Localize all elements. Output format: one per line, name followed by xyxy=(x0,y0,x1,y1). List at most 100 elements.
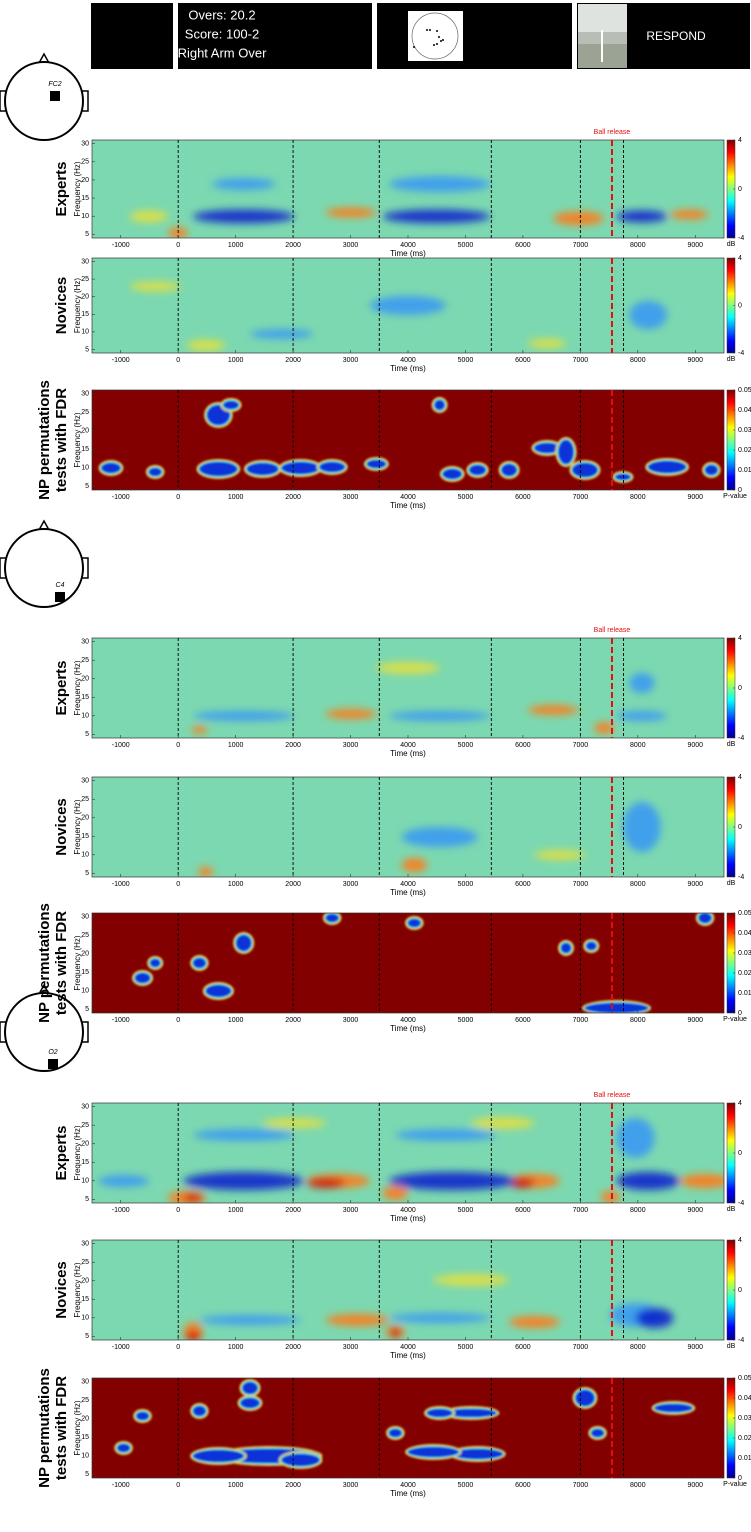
x-tick-label: 0 xyxy=(176,494,180,501)
x-tick-label: 4000 xyxy=(400,494,416,501)
power-blob xyxy=(193,711,295,721)
y-tick-label: 30 xyxy=(81,914,89,921)
y-tick-label: 5 xyxy=(85,1006,89,1013)
power-blob xyxy=(509,1316,560,1328)
x-tick-label: 7000 xyxy=(573,1344,589,1351)
x-tick-label: 1000 xyxy=(228,1017,244,1024)
colorbar-tick-label: 0.02 xyxy=(738,1435,751,1442)
power-blob xyxy=(129,281,181,292)
heatmap-texture xyxy=(92,1103,724,1203)
colorbar-label: P-value xyxy=(723,1016,747,1023)
y-tick-label: 30 xyxy=(81,778,89,785)
y-tick-label: 25 xyxy=(81,657,89,664)
head-outline xyxy=(4,528,84,608)
x-tick-label: 6000 xyxy=(515,1017,531,1024)
x-tick-label: 1000 xyxy=(228,1207,244,1214)
electrode-label: C4 xyxy=(56,582,65,589)
head: C4 xyxy=(0,519,89,608)
power-blob xyxy=(325,1314,390,1326)
x-tick-label: 0 xyxy=(176,1482,180,1489)
row-label: Experts xyxy=(53,660,70,715)
y-tick-label: 20 xyxy=(81,1416,89,1423)
y-tick-label: 30 xyxy=(81,1241,89,1248)
cluster xyxy=(101,463,121,473)
cluster xyxy=(469,465,486,475)
x-tick-label: 5000 xyxy=(458,1482,474,1489)
power-blobs xyxy=(191,662,668,734)
x-tick-label: 6000 xyxy=(515,494,531,501)
y-axis-label: Frequency (Hz) xyxy=(73,278,82,333)
colorbar-tick-label: 0.01 xyxy=(738,990,751,997)
colorbar-label: P-value xyxy=(723,493,747,500)
power-blob xyxy=(635,1308,674,1328)
colorbar-tick-label: -4 xyxy=(738,874,744,881)
significant-clusters xyxy=(131,913,715,1013)
cluster xyxy=(586,942,597,950)
colorbar-tick-label: 0 xyxy=(738,302,742,309)
cluster xyxy=(591,1429,604,1437)
x-tick-label: 9000 xyxy=(687,1017,703,1024)
cluster xyxy=(445,1409,497,1417)
power-blob xyxy=(389,176,491,192)
x-tick-label: 2000 xyxy=(285,742,301,749)
x-tick-label: 7000 xyxy=(573,881,589,888)
head-outline xyxy=(4,61,84,141)
x-tick-label: -1000 xyxy=(112,242,130,249)
x-tick-label: 3000 xyxy=(343,357,359,364)
nose xyxy=(38,983,50,995)
colorbar-tick-label: 0 xyxy=(738,1475,742,1482)
colorbar-tick-label: 0.05 xyxy=(738,910,751,917)
colorbar-tick-label: 0 xyxy=(738,1150,742,1157)
electrode xyxy=(55,592,65,602)
x-tick-label: 5000 xyxy=(458,1207,474,1214)
y-tick-label: 5 xyxy=(85,1471,89,1478)
heatmap-texture xyxy=(92,1240,724,1340)
respond-label: RESPOND xyxy=(646,29,706,43)
cluster xyxy=(654,1404,693,1412)
x-axis-label: Time (ms) xyxy=(390,1024,426,1033)
colorbar-tick-label: 0.04 xyxy=(738,930,751,937)
x-tick-label: 6000 xyxy=(515,1207,531,1214)
colorbar xyxy=(726,1377,736,1479)
y-tick-label: 15 xyxy=(81,1159,89,1166)
colorbar-label: dB xyxy=(727,241,736,248)
x-tick-label: 2000 xyxy=(285,1017,301,1024)
x-tick-label: 4000 xyxy=(400,1344,416,1351)
cluster xyxy=(134,973,151,983)
cluster xyxy=(240,1398,260,1408)
power-blob xyxy=(191,726,208,734)
cluster xyxy=(150,959,161,967)
cluster xyxy=(242,1382,258,1394)
y-tick-label: 25 xyxy=(81,159,89,166)
power-blobs xyxy=(198,802,661,877)
head: FC2 xyxy=(0,52,89,141)
colorbar-tick-label: 0.04 xyxy=(738,407,751,414)
colorbar-tick-label: 0.03 xyxy=(738,427,751,434)
x-tick-label: 0 xyxy=(176,1017,180,1024)
x-tick-label: 5000 xyxy=(458,242,474,249)
nose xyxy=(38,52,50,64)
row-label: NP permutations xyxy=(36,380,53,500)
y-axis-label: Frequency (Hz) xyxy=(73,412,82,467)
cluster xyxy=(117,1444,130,1452)
y-tick-label: 15 xyxy=(81,833,89,840)
heatmap-texture xyxy=(92,140,724,238)
x-tick-label: 9000 xyxy=(687,242,703,249)
y-tick-label: 10 xyxy=(81,852,89,859)
power-blob xyxy=(382,1186,408,1200)
x-tick-label: 7000 xyxy=(573,1017,589,1024)
power-blob xyxy=(250,329,314,339)
x-tick-label: 2000 xyxy=(285,1207,301,1214)
x-tick-label: 3000 xyxy=(343,494,359,501)
y-tick-label: 15 xyxy=(81,446,89,453)
colorbar-tick-label: 0 xyxy=(738,487,742,494)
x-axis-label: Time (ms) xyxy=(390,249,426,258)
x-tick-label: 7000 xyxy=(573,742,589,749)
y-axis-label: Frequency (Hz) xyxy=(73,799,82,854)
power-blobs xyxy=(129,281,668,352)
annotation: Ball release xyxy=(594,129,631,136)
x-tick-label: 9000 xyxy=(687,742,703,749)
x-tick-label: 9000 xyxy=(687,1207,703,1214)
x-axis-label: Time (ms) xyxy=(390,749,426,758)
x-tick-label: 1000 xyxy=(228,881,244,888)
